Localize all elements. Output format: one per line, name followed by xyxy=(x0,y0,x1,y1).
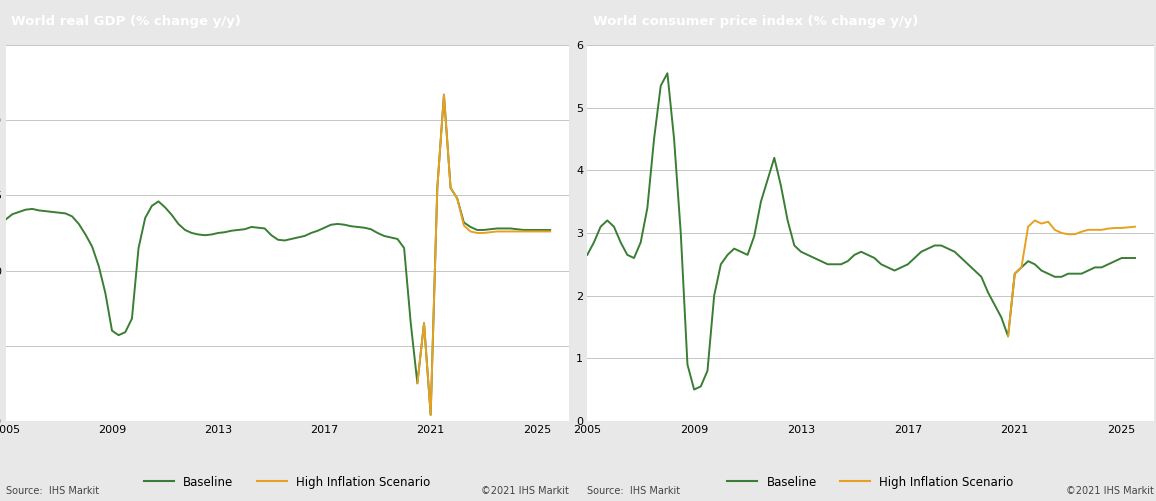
Legend: Baseline, High Inflation Scenario: Baseline, High Inflation Scenario xyxy=(727,475,1014,488)
Text: Source:  IHS Markit: Source: IHS Markit xyxy=(6,486,99,496)
Legend: Baseline, High Inflation Scenario: Baseline, High Inflation Scenario xyxy=(144,475,430,488)
Text: World consumer price index (% change y/y): World consumer price index (% change y/y… xyxy=(593,15,918,28)
Text: Source:  IHS Markit: Source: IHS Markit xyxy=(587,486,681,496)
Text: ©2021 IHS Markit: ©2021 IHS Markit xyxy=(481,486,569,496)
Text: ©2021 IHS Markit: ©2021 IHS Markit xyxy=(1066,486,1154,496)
Text: World real GDP (% change y/y): World real GDP (% change y/y) xyxy=(12,15,242,28)
